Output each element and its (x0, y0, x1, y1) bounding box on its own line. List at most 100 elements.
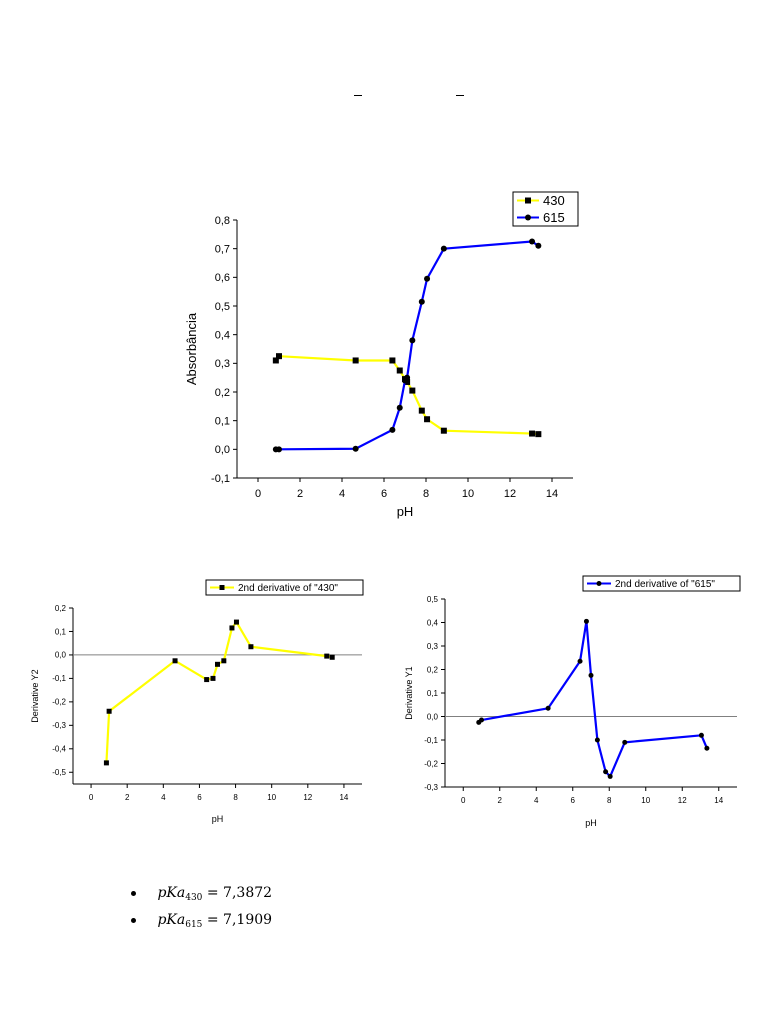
data-point (204, 677, 210, 683)
legend-box (512, 191, 579, 227)
data-point (588, 672, 594, 678)
data-point (603, 769, 609, 775)
x-tick-label: 6 (571, 796, 576, 805)
x-tick-label: 2 (498, 796, 503, 805)
y-tick-label: 0,7 (215, 244, 230, 256)
data-point (698, 732, 704, 738)
data-point (229, 625, 235, 631)
y-tick-label: -0,2 (424, 759, 438, 768)
data-point (424, 275, 431, 282)
x-tick-label: 8 (423, 488, 429, 500)
y-tick-label: 0,4 (215, 330, 230, 342)
y-tick-label: 0,5 (427, 595, 439, 604)
pka-symbol: pKa (157, 912, 186, 928)
data-point (352, 357, 359, 364)
data-point (352, 445, 359, 452)
data-point (210, 675, 216, 681)
y-tick-label: 0,4 (427, 618, 439, 627)
data-point (418, 298, 425, 305)
data-point (389, 426, 396, 433)
pka-subscript: 615 (185, 920, 203, 930)
y-tick-label: 0,3 (427, 642, 439, 651)
x-tick-label: 12 (678, 796, 687, 805)
legend-marker (219, 585, 225, 590)
data-point (396, 404, 403, 411)
x-tick-label: 12 (504, 488, 516, 500)
x-tick-label: 14 (546, 488, 558, 500)
data-point (215, 661, 220, 667)
x-axis-label: pH (397, 504, 414, 519)
y-tick-label: 0,3 (215, 358, 230, 370)
x-tick-label: 6 (381, 488, 387, 500)
data-point (221, 658, 227, 664)
legend-box (205, 579, 364, 596)
data-point (418, 407, 425, 414)
y-tick-label: -0,4 (52, 745, 66, 754)
x-tick-label: 0 (461, 796, 466, 805)
data-point (404, 374, 411, 381)
x-tick-label: 10 (267, 793, 276, 802)
y-tick-label: -0,1 (211, 473, 230, 485)
legend-label: 430 (543, 193, 565, 208)
y-tick-label: -0,1 (52, 674, 66, 683)
x-tick-label: 4 (339, 488, 345, 500)
data-point (106, 708, 112, 714)
y-tick-label: -0,2 (52, 698, 66, 707)
y-tick-label: 0,1 (427, 689, 439, 698)
data-point (248, 644, 254, 650)
x-tick-label: 10 (641, 796, 650, 805)
legend-label: 2nd derivative of "430" (238, 583, 338, 594)
data-point (440, 427, 447, 434)
data-point (577, 658, 583, 664)
pka-item-430: pKa430 = 7,3872 (128, 880, 272, 907)
legend-marker (525, 214, 531, 221)
y-tick-label: -0,3 (52, 721, 66, 730)
dash-mark (354, 95, 362, 96)
x-tick-label: 6 (197, 793, 202, 802)
y-axis-label: Absorbância (184, 312, 199, 385)
x-tick-label: 4 (534, 796, 539, 805)
x-tick-label: 8 (607, 796, 612, 805)
data-point (396, 367, 403, 374)
pka-value: = 7,3872 (206, 885, 273, 901)
data-point (233, 619, 239, 625)
x-tick-label: 14 (714, 796, 723, 805)
data-point (545, 705, 551, 711)
data-point (529, 238, 536, 245)
x-axis-label: pH (585, 818, 597, 828)
y-tick-label: 0,2 (427, 665, 439, 674)
y-tick-label: -0,3 (424, 783, 438, 792)
dash-mark (456, 95, 464, 96)
bullet-icon (131, 917, 136, 923)
data-point (704, 745, 710, 751)
legend-marker (596, 581, 602, 586)
legend-label: 2nd derivative of "615" (615, 579, 715, 590)
x-tick-label: 14 (339, 793, 348, 802)
legend-label: 615 (543, 210, 565, 225)
pka-symbol: pKa (157, 885, 186, 901)
data-point (594, 737, 600, 743)
data-point (583, 618, 589, 624)
y-tick-label: 0,2 (55, 604, 67, 613)
data-point (424, 416, 431, 423)
y-axis-label: Derivative Y2 (30, 669, 40, 722)
x-tick-label: 4 (161, 793, 166, 802)
data-point (607, 773, 613, 779)
data-point (409, 337, 416, 344)
data-point (329, 654, 335, 660)
data-point (276, 446, 282, 453)
x-tick-label: 10 (462, 488, 474, 500)
x-tick-label: 2 (125, 793, 130, 802)
data-point (440, 245, 447, 252)
data-point (103, 760, 109, 766)
y-tick-label: 0,1 (215, 416, 230, 428)
y-tick-label: 0,6 (215, 272, 230, 284)
data-point (172, 658, 178, 664)
data-point (272, 357, 279, 364)
y-tick-label: -0,1 (424, 736, 438, 745)
data-point (622, 739, 628, 745)
y-tick-label: 0,0 (215, 444, 230, 456)
